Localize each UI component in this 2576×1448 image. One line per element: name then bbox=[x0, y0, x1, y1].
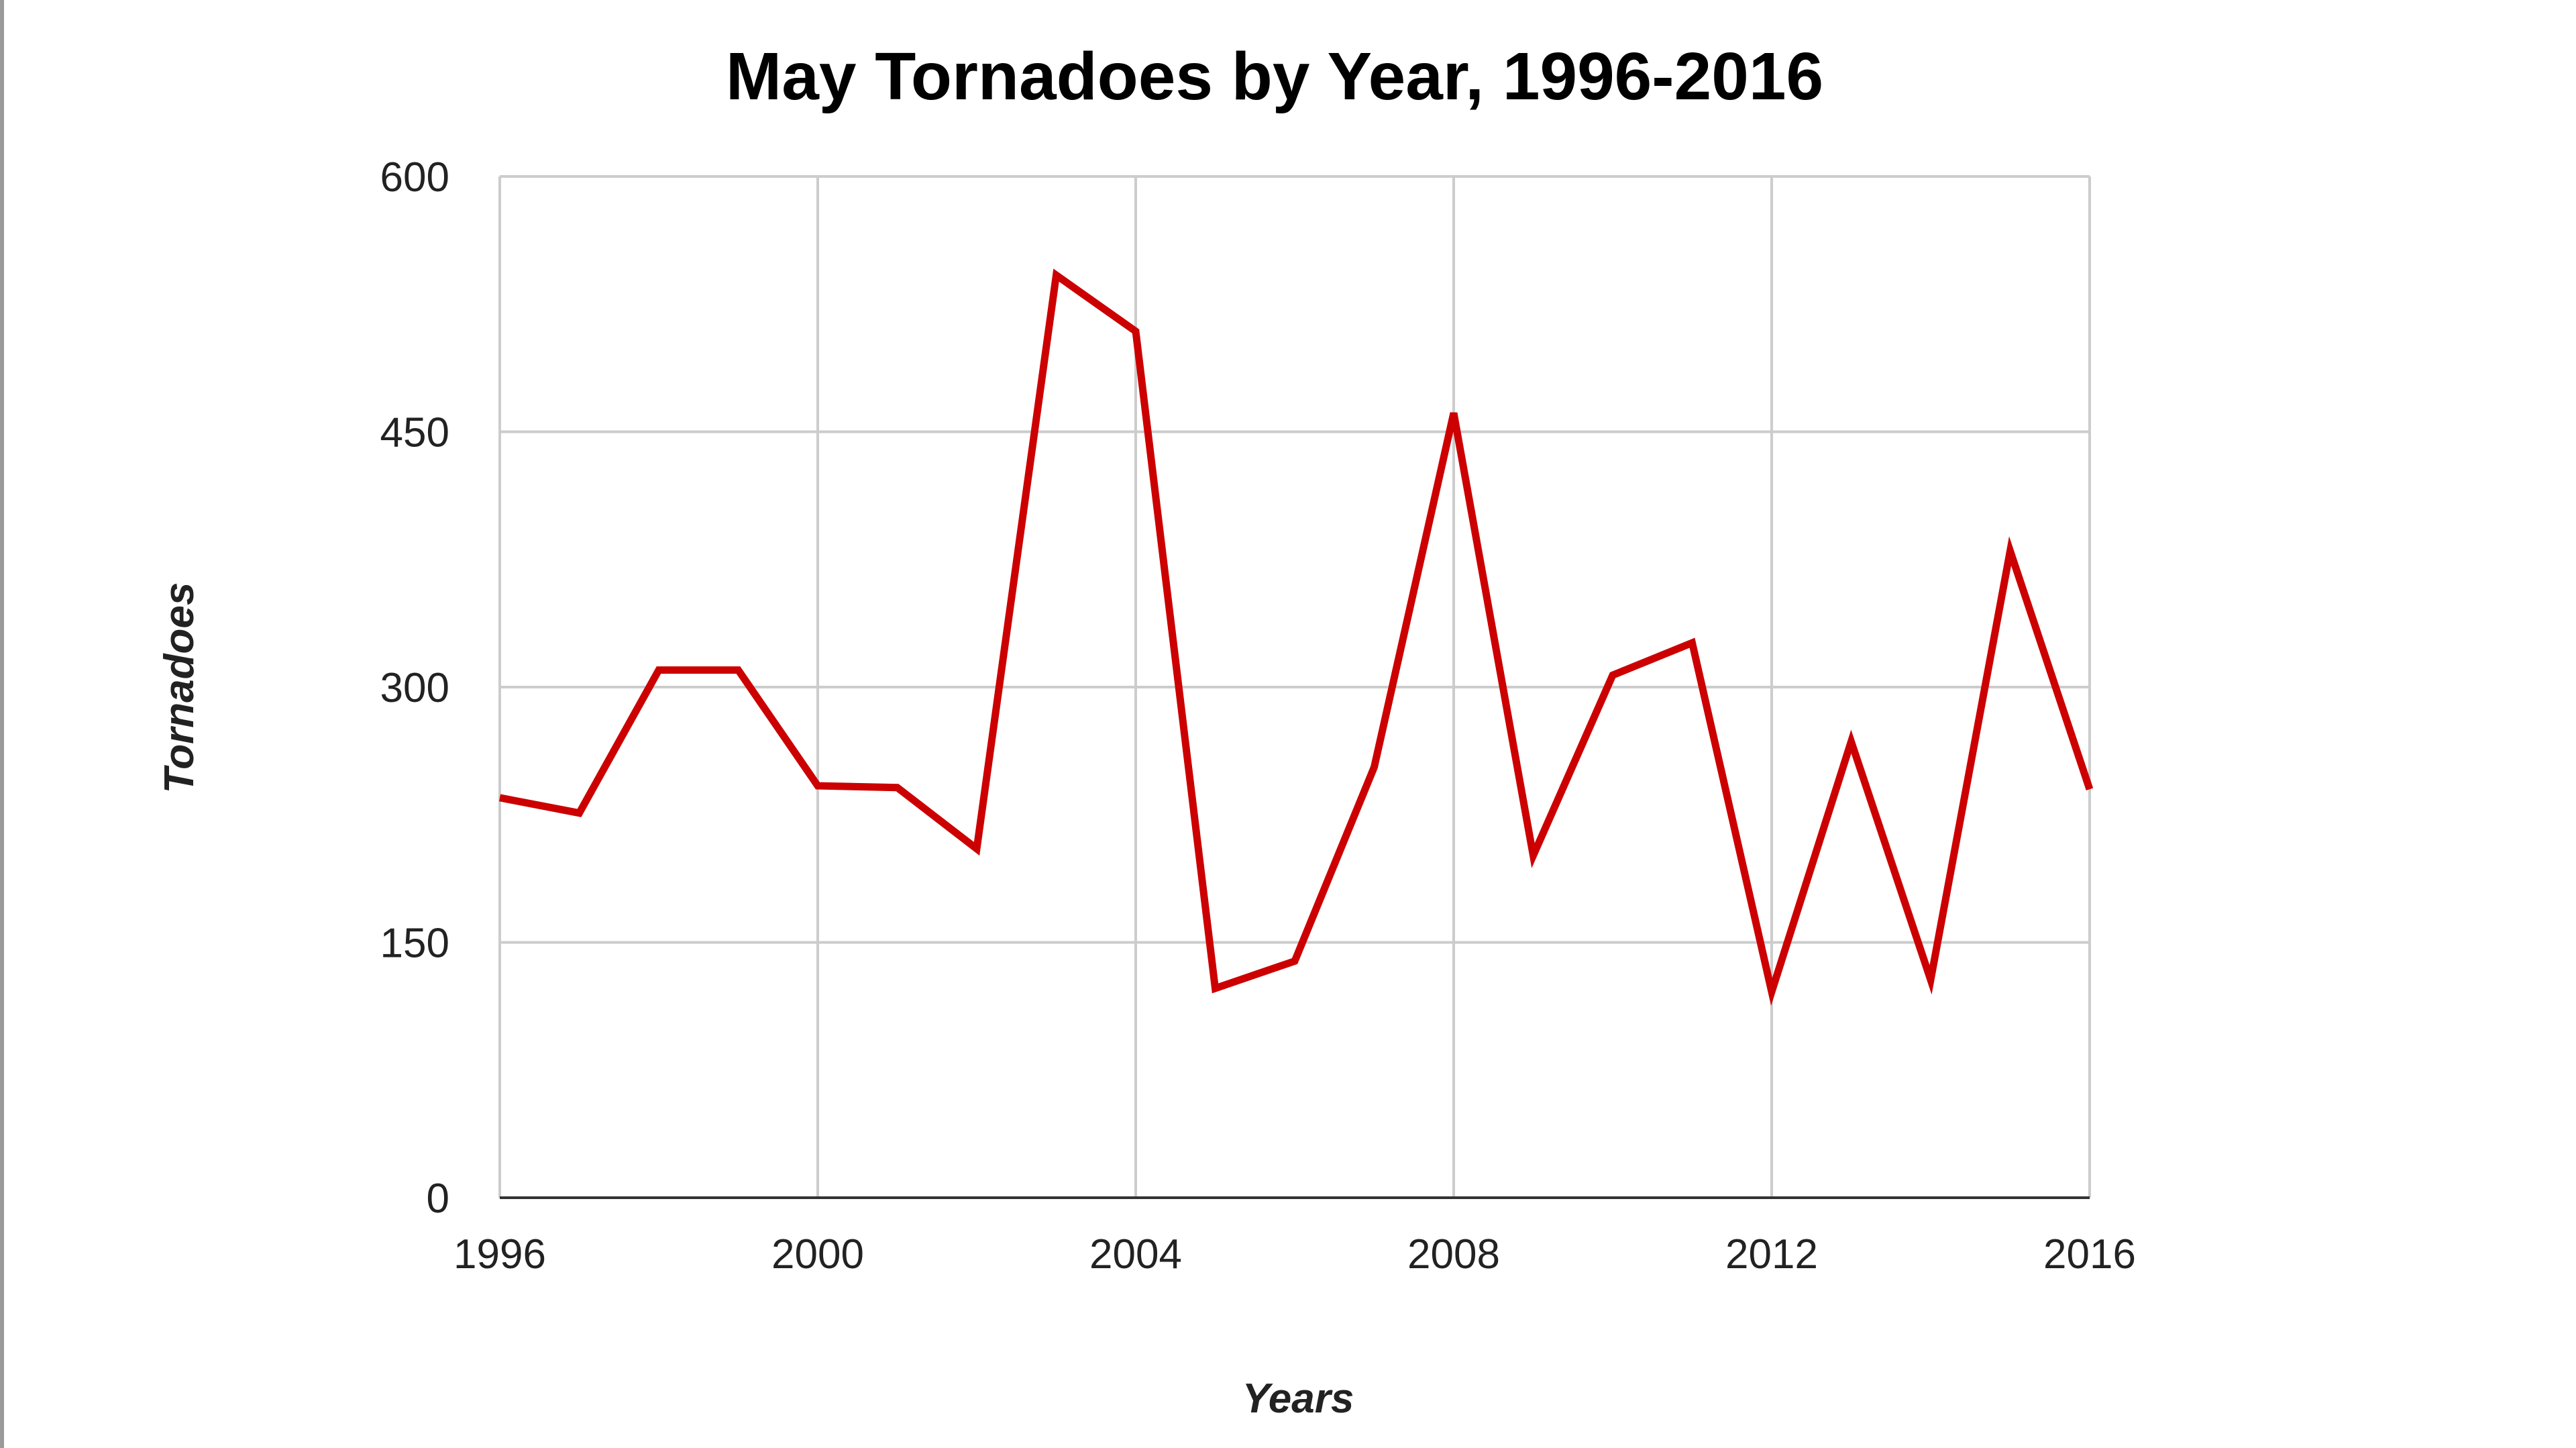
grid bbox=[498, 175, 2091, 1199]
x-tick-label: 2008 bbox=[1407, 1231, 1500, 1278]
y-tick-label: 300 bbox=[380, 665, 449, 711]
y-axis-title: Tornadoes bbox=[156, 582, 203, 794]
data-point bbox=[1291, 957, 1299, 965]
data-point bbox=[655, 666, 663, 674]
data-point bbox=[1847, 737, 1856, 745]
data-point bbox=[496, 794, 504, 802]
y-tick-label: 450 bbox=[380, 410, 449, 456]
data-point bbox=[1927, 976, 1935, 984]
data-point bbox=[735, 666, 743, 674]
x-tick-label: 2016 bbox=[2043, 1231, 2136, 1278]
data-point bbox=[1371, 763, 1379, 771]
x-axis-title: Years bbox=[1242, 1376, 1354, 1422]
data-point bbox=[2006, 547, 2015, 555]
data-point bbox=[814, 782, 822, 790]
y-tick-label: 600 bbox=[380, 154, 449, 201]
data-point bbox=[1529, 851, 1538, 860]
data-point bbox=[1450, 409, 1458, 417]
data-point bbox=[1212, 984, 1220, 992]
y-tick-label: 0 bbox=[427, 1176, 449, 1222]
data-point bbox=[1768, 988, 1776, 996]
data-point bbox=[1132, 327, 1140, 335]
x-tick-label: 1996 bbox=[453, 1231, 546, 1278]
series-layer bbox=[498, 268, 2094, 1006]
y-axis-ticks: 0 150 300 450 600 bbox=[380, 154, 449, 1222]
chart-title: May Tornadoes by Year, 1996-2016 bbox=[726, 39, 1823, 114]
data-point bbox=[1053, 271, 1061, 279]
x-tick-label: 2012 bbox=[1725, 1231, 1818, 1278]
data-point bbox=[2086, 785, 2094, 793]
data-point bbox=[1688, 639, 1697, 647]
data-point bbox=[973, 845, 981, 853]
points-layer bbox=[496, 271, 2094, 996]
data-point bbox=[1609, 671, 1617, 679]
x-tick-label: 2004 bbox=[1089, 1231, 1182, 1278]
data-point bbox=[576, 809, 584, 817]
y-tick-label: 150 bbox=[380, 921, 449, 967]
series-line bbox=[498, 268, 2094, 1006]
x-axis-ticks: 1996 2000 2004 2008 2012 2016 bbox=[453, 1231, 2136, 1278]
data-point bbox=[894, 784, 902, 792]
x-tick-label: 2000 bbox=[771, 1231, 864, 1278]
